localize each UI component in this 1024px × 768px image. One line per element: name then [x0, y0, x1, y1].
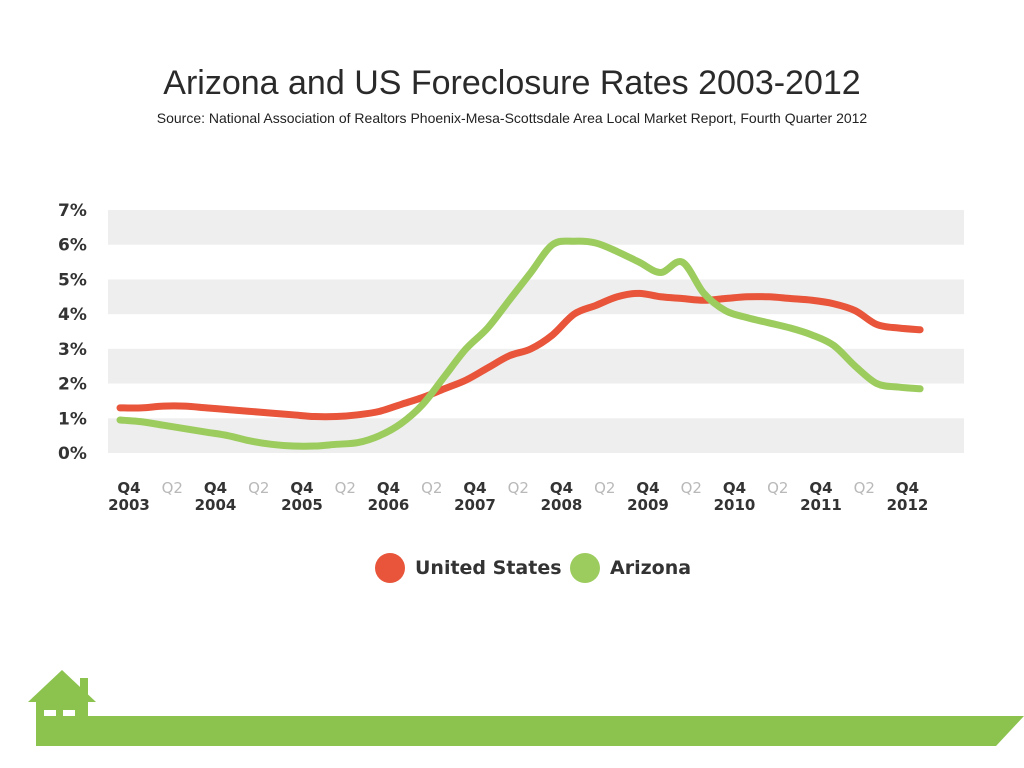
x-tick-quarter: Q4 — [117, 479, 140, 497]
x-tick-year: 2006 — [368, 496, 410, 514]
y-tick-label: 7% — [58, 201, 87, 221]
y-tick-label: 5% — [58, 270, 87, 290]
grid-bands — [108, 210, 964, 453]
x-tick-year: 2011 — [800, 496, 842, 514]
y-tick-label: 3% — [58, 340, 87, 360]
legend-label-us: United States — [415, 557, 562, 579]
y-tick-label: 4% — [58, 305, 87, 325]
grid-band — [108, 279, 964, 315]
x-tick-year: 2012 — [887, 496, 929, 514]
x-tick-quarter: Q4 — [550, 479, 573, 497]
x-tick-year: 2005 — [281, 496, 323, 514]
page-title: Arizona and US Foreclosure Rates 2003-20… — [163, 64, 861, 102]
legend-swatch-az — [570, 553, 600, 583]
x-tick-quarter: Q4 — [723, 479, 746, 497]
y-tick-label: 0% — [58, 444, 87, 464]
x-tick-quarter: Q4 — [290, 479, 313, 497]
legend-label-az: Arizona — [610, 557, 692, 579]
x-tick-quarter: Q4 — [636, 479, 659, 497]
x-tick-quarter: Q2 — [681, 479, 702, 497]
x-tick-year: 2007 — [454, 496, 496, 514]
y-axis-ticks: 0% 1% 2% 3% 4% 5% 6% 7% — [58, 201, 87, 464]
chart-legend: United States Arizona — [0, 553, 1024, 587]
y-tick-label: 1% — [58, 409, 87, 429]
grid-band — [108, 210, 964, 245]
x-tick-quarter: Q2 — [162, 479, 183, 497]
x-tick-quarter: Q4 — [463, 479, 486, 497]
legend-item-az: Arizona — [570, 553, 691, 583]
x-tick-year: 2009 — [627, 496, 669, 514]
grid-band — [108, 418, 964, 453]
series-line-united-states — [116, 289, 924, 421]
x-tick-quarter: Q4 — [377, 479, 400, 497]
y-tick-label: 6% — [58, 236, 87, 256]
footer-banner — [28, 670, 1024, 746]
x-tick-year: 2004 — [195, 496, 237, 514]
x-tick-year: 2003 — [108, 496, 150, 514]
x-tick-quarter: Q4 — [204, 479, 227, 497]
x-tick-quarter: Q2 — [854, 479, 875, 497]
x-tick-quarter: Q2 — [248, 479, 269, 497]
y-tick-label: 2% — [58, 375, 87, 395]
x-tick-quarter: Q4 — [896, 479, 919, 497]
x-tick-quarter: Q2 — [767, 479, 788, 497]
page-subtitle: Source: National Association of Realtors… — [156, 110, 868, 126]
series-lines — [116, 237, 924, 450]
x-tick-quarter: Q2 — [594, 479, 615, 497]
x-tick-quarter: Q2 — [508, 479, 529, 497]
legend-item-us: United States — [375, 553, 562, 583]
x-tick-quarter: Q4 — [809, 479, 832, 497]
x-tick-quarter: Q2 — [335, 479, 356, 497]
x-tick-quarter: Q2 — [421, 479, 442, 497]
series-line-arizona — [116, 237, 924, 450]
x-tick-year: 2008 — [541, 496, 583, 514]
legend-swatch-us — [375, 553, 405, 583]
grid-band — [108, 348, 964, 384]
footer-bar — [36, 716, 1024, 746]
x-tick-year: 2010 — [714, 496, 756, 514]
